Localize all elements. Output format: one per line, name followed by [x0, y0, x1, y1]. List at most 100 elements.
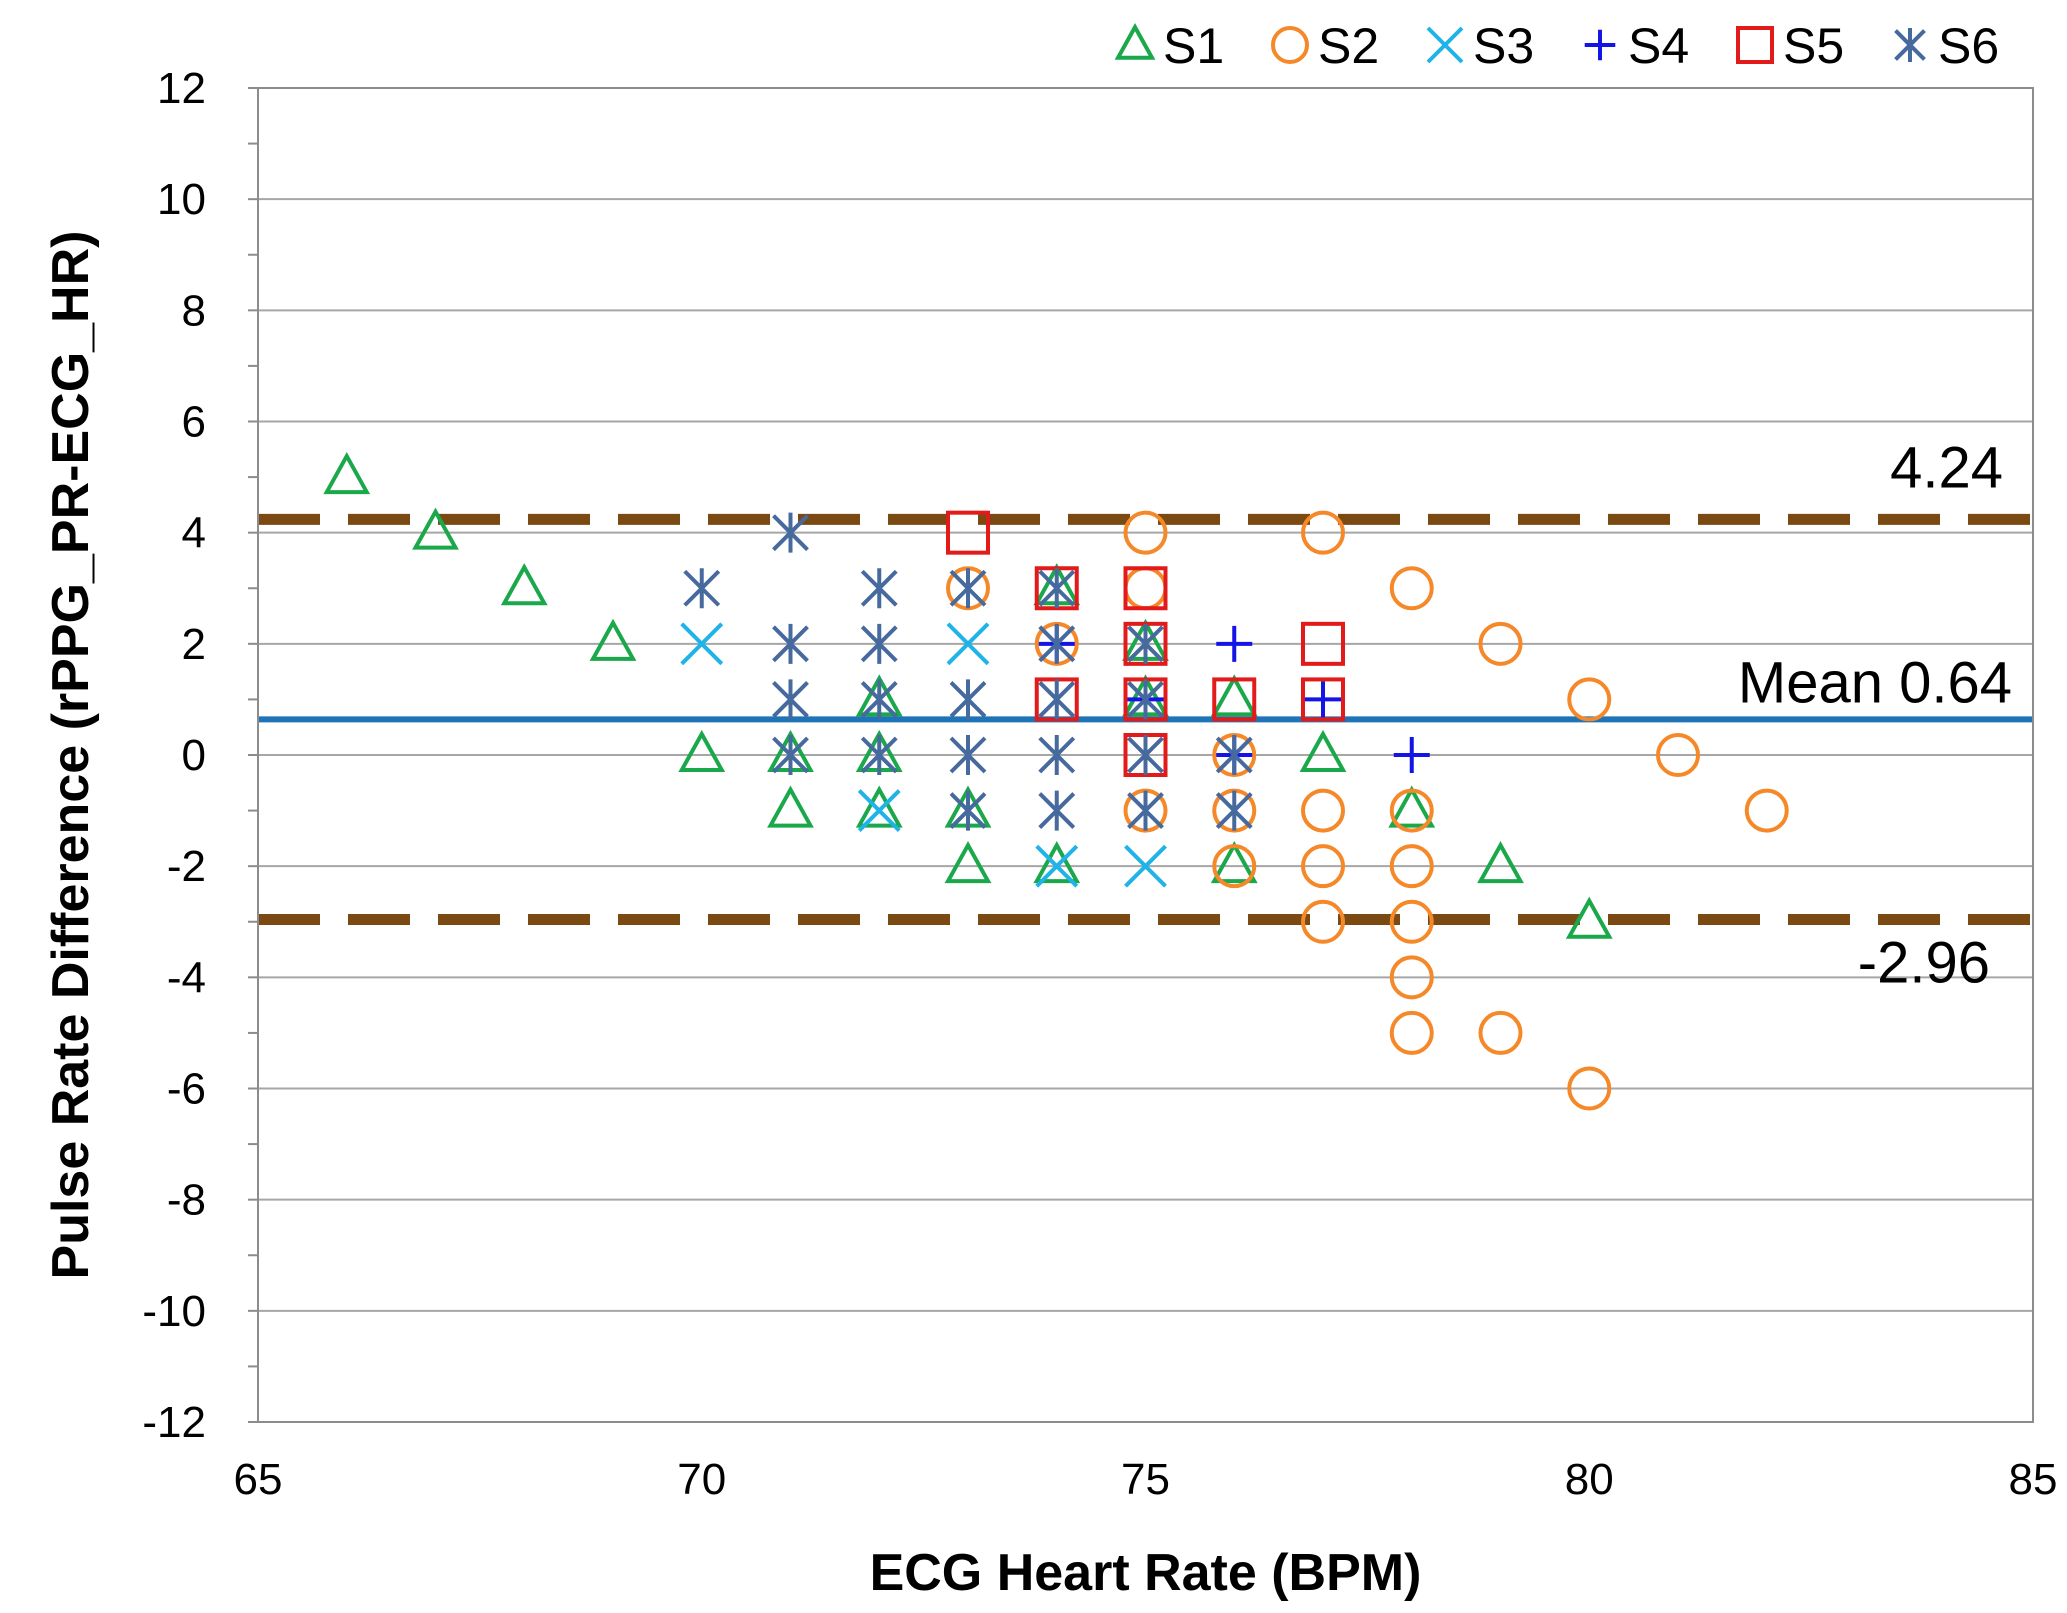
- legend-marker-s5: [1736, 26, 1774, 64]
- y-tick-label: -8: [167, 1176, 206, 1225]
- data-point-s1: [1388, 785, 1436, 828]
- y-tick-label: 10: [157, 175, 206, 224]
- data-point-s3: [1124, 844, 1167, 888]
- marker-shape: [1744, 788, 1789, 833]
- legend-label-s3: S3: [1473, 18, 1534, 74]
- legend-marker-s3: [1426, 26, 1464, 64]
- marker-shape: [1393, 737, 1430, 773]
- marker-shape: [683, 568, 721, 609]
- data-point-s2: [1389, 844, 1434, 889]
- marker-shape: [1215, 735, 1253, 775]
- marker-shape: [1301, 844, 1345, 889]
- marker-shape: [1736, 26, 1774, 64]
- data-point-s6: [683, 568, 721, 609]
- marker-shape: [949, 679, 987, 720]
- data-point-s6: [772, 679, 809, 720]
- data-point-s5: [1212, 677, 1257, 722]
- data-point-s1: [855, 785, 903, 828]
- data-point-s6: [1038, 568, 1076, 609]
- data-point-s3: [680, 622, 724, 666]
- marker-shape: [860, 568, 898, 609]
- data-point-s2: [1389, 955, 1434, 1000]
- marker-shape: [860, 623, 898, 664]
- marker-shape: [1389, 566, 1434, 611]
- legend-label-s2: S2: [1318, 18, 1379, 74]
- data-point-s4: [1305, 681, 1341, 718]
- legend-marker-s2: [1271, 26, 1309, 64]
- data-point-s6: [1038, 735, 1076, 775]
- data-point-s1: [500, 563, 548, 606]
- marker-shape: [1305, 681, 1341, 718]
- y-tick-label: 0: [182, 731, 206, 780]
- marker-shape: [949, 735, 987, 775]
- data-point-s6: [1127, 679, 1164, 720]
- data-point-s6: [1215, 735, 1253, 775]
- data-point-s1: [1033, 841, 1081, 884]
- data-point-s1: [767, 785, 814, 828]
- y-tick-label: -4: [167, 953, 206, 1002]
- marker-shape: [1124, 844, 1167, 888]
- data-point-s1: [412, 507, 459, 550]
- marker-shape: [412, 507, 459, 550]
- y-tick-label: 2: [182, 620, 206, 669]
- y-tick-label: 6: [182, 398, 206, 447]
- data-point-s2: [1478, 621, 1523, 666]
- data-point-s6: [1127, 735, 1164, 775]
- marker-shape: [323, 451, 371, 495]
- marker-shape: [1389, 955, 1434, 1000]
- data-point-s6: [772, 735, 809, 775]
- legend-label-s1: S1: [1163, 18, 1224, 74]
- marker-shape: [949, 568, 987, 609]
- data-point-s1: [678, 729, 726, 772]
- data-point-s1: [1299, 729, 1347, 772]
- data-point-s2: [1567, 677, 1612, 722]
- lower-limit-label: -2.96: [1858, 931, 1990, 996]
- marker-shape: [1389, 899, 1434, 944]
- data-point-s2: [1656, 733, 1700, 777]
- data-point-s2: [1567, 1066, 1612, 1111]
- data-point-s6: [949, 790, 987, 831]
- marker-shape: [1212, 677, 1257, 722]
- marker-shape: [1389, 788, 1434, 833]
- marker-shape: [1038, 679, 1076, 720]
- y-tick-label: -10: [142, 1287, 206, 1336]
- marker-shape: [857, 789, 901, 832]
- marker-shape: [1565, 896, 1613, 939]
- data-point-s1: [323, 451, 371, 495]
- data-point-s4: [1216, 625, 1253, 662]
- marker-shape: [1033, 841, 1081, 884]
- marker-shape: [860, 679, 898, 720]
- marker-shape: [1894, 28, 1926, 62]
- data-point-s2: [1744, 788, 1789, 833]
- marker-shape: [767, 785, 814, 828]
- marker-shape: [1271, 26, 1309, 64]
- mean-label: Mean 0.64: [1738, 650, 2012, 715]
- data-point-s5: [1301, 621, 1345, 666]
- data-point-s6: [860, 679, 898, 720]
- marker-shape: [1301, 510, 1345, 555]
- y-tick-label: 12: [157, 64, 206, 113]
- marker-shape: [860, 735, 898, 775]
- marker-shape: [772, 679, 809, 720]
- marker-shape: [1426, 26, 1464, 64]
- legend-label-s4: S4: [1628, 18, 1689, 74]
- marker-shape: [1301, 899, 1345, 944]
- data-point-s1: [1210, 841, 1258, 884]
- data-point-s2: [1389, 566, 1434, 611]
- marker-shape: [946, 622, 990, 666]
- x-tick-label: 75: [1121, 1455, 1170, 1504]
- marker-shape: [1478, 621, 1523, 666]
- marker-shape: [1567, 677, 1612, 722]
- data-point-s5: [1301, 677, 1345, 722]
- y-tick-label: -2: [167, 842, 206, 891]
- marker-shape: [1038, 735, 1076, 775]
- data-point-s2: [1212, 844, 1257, 889]
- data-point-s3: [857, 789, 901, 832]
- data-point-s1: [944, 841, 992, 884]
- data-point-s6: [949, 735, 987, 775]
- y-tick-label: -12: [142, 1398, 206, 1447]
- marker-shape: [1210, 674, 1258, 717]
- data-point-s6: [772, 512, 809, 553]
- marker-shape: [1215, 790, 1253, 831]
- data-point-s1: [1565, 896, 1613, 939]
